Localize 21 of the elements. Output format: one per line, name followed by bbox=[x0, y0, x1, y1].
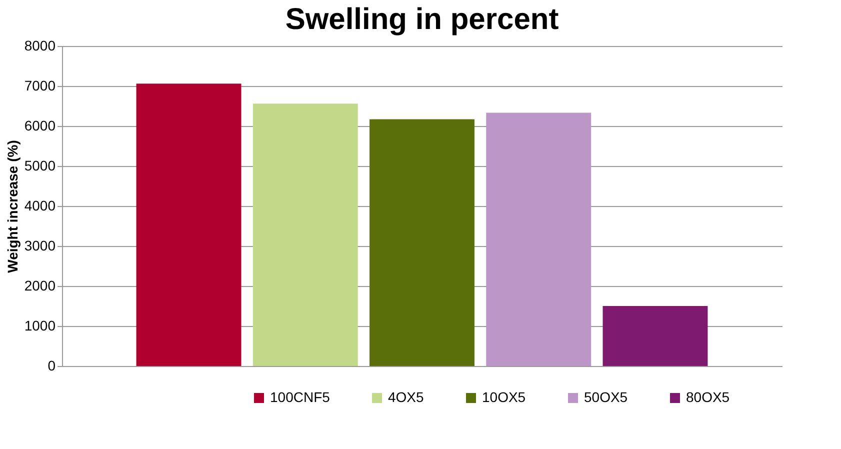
bar bbox=[136, 84, 242, 366]
y-tick-label: 1000 bbox=[24, 318, 56, 334]
bar bbox=[602, 306, 708, 366]
legend-label: 10OX5 bbox=[482, 389, 526, 405]
bar bbox=[370, 119, 474, 366]
y-axis-title: Weight increase (%) bbox=[4, 140, 20, 273]
y-tick-label: 0 bbox=[48, 358, 56, 374]
y-tick-label: 7000 bbox=[24, 78, 56, 94]
y-tick-label: 8000 bbox=[24, 38, 56, 54]
chart-title: Swelling in percent bbox=[285, 3, 559, 36]
y-tick-label: 4000 bbox=[24, 198, 56, 214]
legend-label: 50OX5 bbox=[584, 389, 628, 405]
bar bbox=[486, 112, 592, 366]
legend-label: 4OX5 bbox=[388, 389, 424, 405]
legend-label: 80OX5 bbox=[686, 389, 730, 405]
legend-label: 100CNF5 bbox=[270, 389, 330, 405]
y-tick-label: 2000 bbox=[24, 278, 56, 294]
y-tick-label: 3000 bbox=[24, 238, 56, 254]
y-tick-label: 6000 bbox=[24, 118, 56, 134]
bar bbox=[252, 104, 358, 366]
y-tick-label: 5000 bbox=[24, 158, 56, 174]
